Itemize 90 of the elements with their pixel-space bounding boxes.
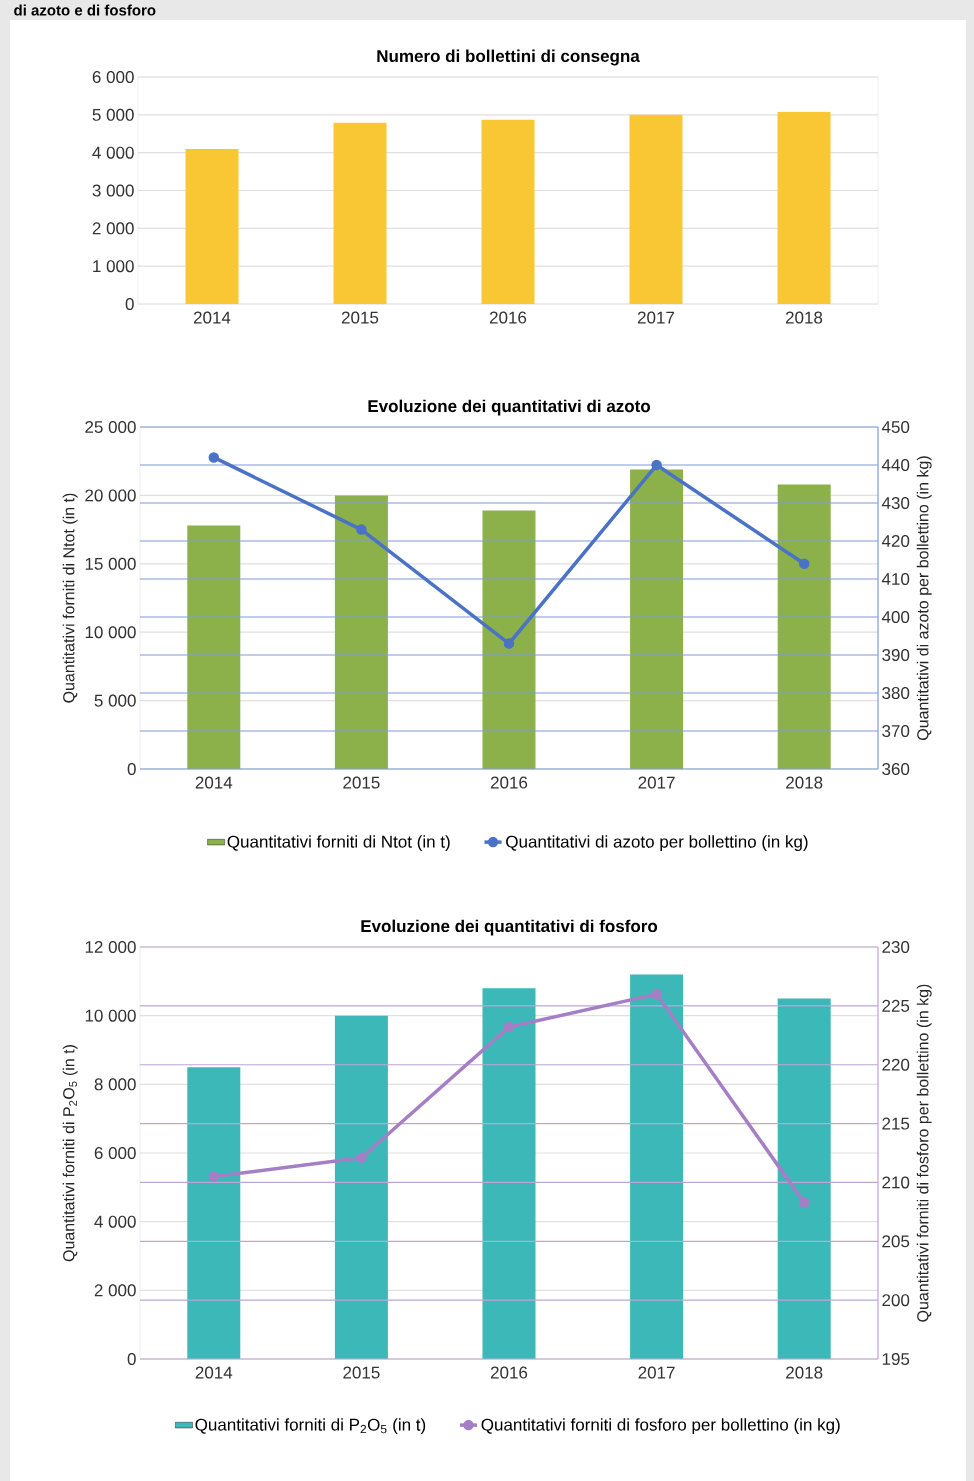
bar (777, 998, 831, 1360)
y2-tick-label: 210 (882, 1176, 910, 1189)
point (503, 1021, 515, 1033)
y-tick-label: 2 000 (94, 1284, 136, 1297)
y-tick-label: 10 000 (85, 626, 136, 639)
bar (187, 525, 241, 770)
point (651, 459, 662, 471)
point (651, 988, 662, 1000)
y-tick-label: 5 000 (92, 108, 134, 121)
y-tick-label: 25 000 (85, 420, 136, 434)
bar (187, 1067, 241, 1360)
bar (482, 988, 536, 1360)
x-tick-label: 2014 (193, 311, 231, 324)
bar (630, 974, 684, 1360)
x-tick-label: 2018 (786, 1366, 823, 1379)
y-tick-label: 6 000 (94, 1146, 136, 1160)
x-tick-label: 2017 (638, 776, 675, 789)
y-tick-label: 0 (127, 1352, 136, 1366)
y2-tick-label: 440 (881, 459, 910, 472)
x-tick-label: 2015 (341, 311, 379, 324)
bar (629, 114, 683, 305)
y-tick-label: 4 000 (92, 146, 134, 159)
y2-tick-label: 230 (882, 940, 910, 954)
legend-label: Quantitativi forniti di fosforo per bollettino (in kg) (481, 1418, 840, 1435)
point (356, 524, 367, 535)
y-tick-label: 0 (125, 297, 134, 311)
y2-tick-label: 400 (881, 611, 910, 624)
point (356, 1152, 367, 1163)
chart-title: Evoluzione dei quantitativi di fosforo (361, 919, 658, 936)
y2-tick-label: 420 (881, 535, 910, 548)
y-tick-label: 5 000 (94, 694, 136, 707)
y-tick-label: 3 000 (92, 184, 134, 197)
x-tick-label: 2018 (785, 311, 823, 324)
y-tick-label: 0 (127, 762, 136, 776)
x-tick-label: 2016 (489, 311, 527, 324)
point (798, 1197, 810, 1208)
y-axis-title: Quantitativi forniti di Ntot (in t) (62, 493, 78, 703)
bar (777, 484, 831, 770)
point (503, 638, 515, 649)
y-tick-label: 1 000 (93, 260, 134, 273)
x-tick-label: 2018 (786, 776, 823, 789)
point (798, 558, 810, 570)
x-tick-label: 2014 (195, 1366, 233, 1379)
y2-tick-label: 380 (882, 686, 910, 700)
y2-tick-label: 200 (882, 1294, 910, 1307)
legend-label: Quantitativi forniti di Ntot (in t) (227, 835, 450, 852)
bar (185, 148, 239, 305)
bar (481, 119, 535, 305)
y-axis-title: Quantitativi forniti di P$_{2}$O$_{5}$ (in t) (62, 1045, 78, 1262)
y2-tick-label: 225 (882, 999, 910, 1012)
point (208, 452, 220, 463)
y-tick-label: 12 000 (85, 940, 136, 954)
legend-label: Quantitativi di azoto per bollettino (in kg) (506, 835, 808, 852)
y2-tick-label: 370 (882, 724, 910, 738)
y-tick-label: 15 000 (85, 557, 136, 570)
y2-tick-label: 360 (882, 762, 910, 776)
y2-tick-label: 390 (882, 649, 910, 662)
y2-tick-label: 410 (881, 573, 910, 586)
chart-title: Numero di bollettini di consegna (377, 49, 640, 66)
y-tick-label: 2 000 (92, 222, 134, 235)
y2-tick-label: 215 (882, 1117, 910, 1130)
x-tick-label: 2017 (638, 1366, 675, 1379)
y-tick-label: 6 000 (92, 71, 134, 84)
y2-tick-label: 220 (882, 1058, 910, 1071)
y-tick-label: 20 000 (85, 489, 136, 502)
bar (333, 122, 387, 305)
y-tick-label: 10 000 (85, 1009, 136, 1022)
legend-label: Quantitativi forniti di P$_{2}$O$_{5}$ (in t) (195, 1418, 426, 1435)
y2-tick-label: 195 (882, 1352, 910, 1366)
x-tick-label: 2016 (490, 776, 528, 789)
y2-axis-title: Quantitativi forniti di fosforo per bollettino (in kg) (916, 984, 932, 1322)
x-tick-label: 2015 (343, 776, 380, 789)
x-tick-label: 2014 (195, 776, 233, 789)
bar (630, 469, 684, 770)
chart-title: Evoluzione dei quantitativi di azoto (368, 399, 651, 416)
x-tick-label: 2016 (490, 1366, 528, 1379)
y-tick-label: 4 000 (94, 1215, 136, 1228)
bar (334, 495, 388, 770)
y2-axis-title: Quantitativi di azoto per bollettino (in kg) (916, 456, 932, 741)
text: di azoto e di fosforo (14, 4, 156, 16)
bar (777, 111, 831, 305)
x-tick-label: 2015 (343, 1366, 380, 1379)
y-tick-label: 8 000 (94, 1078, 136, 1091)
y2-tick-label: 430 (881, 497, 910, 510)
point (208, 1171, 220, 1182)
y2-tick-label: 205 (882, 1235, 910, 1248)
bar (334, 1015, 388, 1360)
x-tick-label: 2017 (637, 311, 675, 324)
y2-tick-label: 450 (881, 421, 910, 434)
bar (482, 510, 536, 770)
